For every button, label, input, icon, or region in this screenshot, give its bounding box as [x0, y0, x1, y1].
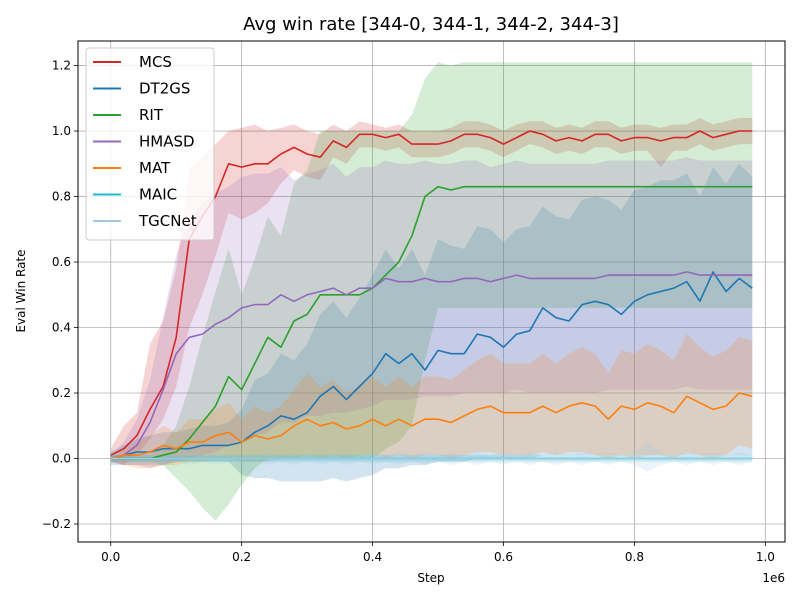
- plot-frame: [77, 40, 786, 543]
- x-tick-label-4: 0.8: [625, 550, 644, 564]
- y-tick-label-1: 0.0: [52, 452, 71, 466]
- chart-title: Avg win rate [344-0, 344-1, 344-2, 344-3…: [243, 14, 619, 35]
- y-tick-label-2: 0.2: [52, 386, 71, 400]
- legend: MCS DT2GS RIT HMASD MAT MAIC TGCNet: [85, 47, 215, 241]
- y-tick-label-7: 1.2: [52, 59, 71, 73]
- legend-label-rit: RIT: [139, 106, 164, 124]
- x-tick-label-1: 0.2: [232, 550, 251, 564]
- line-dt2gs: [110, 271, 753, 460]
- y-tick-label-6: 1.0: [52, 124, 71, 138]
- x-axis-offset-label: 1e6: [762, 571, 785, 585]
- x-axis-label: Step: [417, 571, 444, 585]
- band-mat: [110, 334, 753, 469]
- y-tick-label-5: 0.8: [52, 190, 71, 204]
- band-tgcnet: [110, 442, 753, 472]
- line-mcs: [110, 130, 753, 456]
- x-tick-label-5: 1.0: [756, 550, 775, 564]
- line-mat: [110, 392, 753, 460]
- legend-label-mcs: MCS: [139, 53, 172, 71]
- band-rit: [110, 62, 753, 521]
- legend-box: [85, 47, 215, 241]
- y-axis-ticks: −0.2 0.0 0.2 0.4 0.6 0.8 1.0 1.2: [42, 59, 78, 531]
- x-tick-label-3: 0.6: [494, 550, 513, 564]
- line-hmasd: [110, 271, 753, 460]
- legend-label-tgcnet: TGCNet: [138, 212, 197, 230]
- band-hmasd: [110, 157, 753, 469]
- legend-label-mat: MAT: [139, 159, 171, 177]
- x-tick-label-0: 0.0: [101, 550, 120, 564]
- band-dt2gs: [110, 163, 753, 482]
- y-axis-label: Eval Win Rate: [14, 249, 28, 332]
- series-lines: [110, 130, 753, 460]
- y-tick-label-0: −0.2: [42, 517, 71, 531]
- legend-label-hmasd: HMASD: [139, 133, 195, 151]
- y-tick-label-3: 0.4: [52, 321, 71, 335]
- x-axis-ticks: 0.0 0.2 0.4 0.6 0.8 1.0: [101, 542, 775, 564]
- x-tick-label-2: 0.4: [363, 550, 382, 564]
- legend-label-dt2gs: DT2GS: [139, 80, 190, 98]
- line-rit: [110, 185, 753, 460]
- legend-label-maic: MAIC: [139, 186, 177, 204]
- y-tick-label-4: 0.6: [52, 255, 71, 269]
- confidence-bands: [110, 62, 753, 521]
